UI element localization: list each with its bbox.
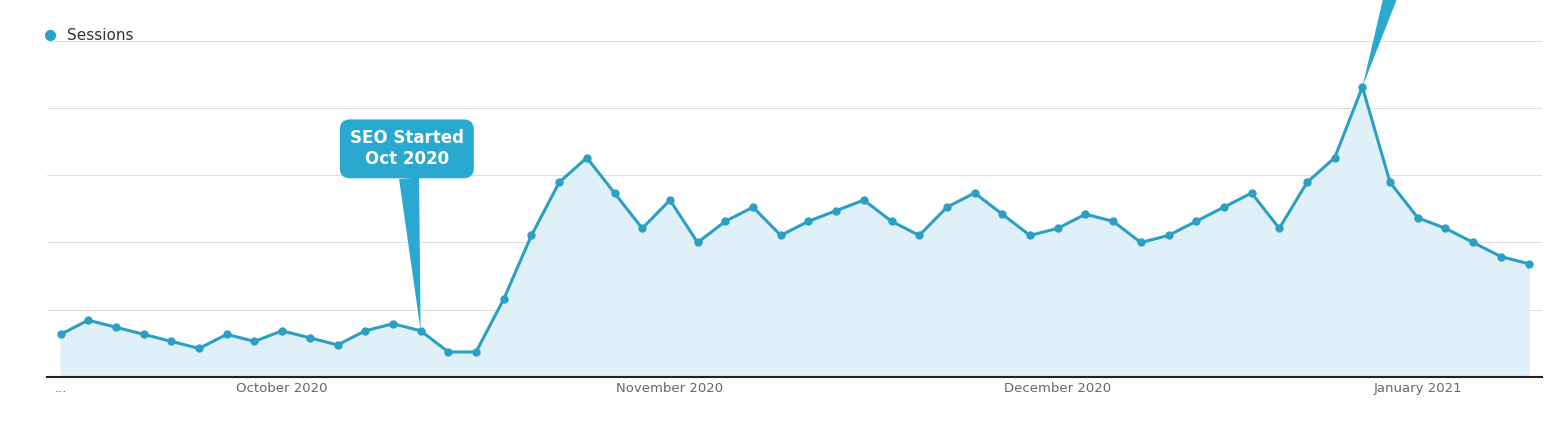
Point bbox=[1156, 232, 1181, 239]
Point bbox=[380, 320, 405, 327]
Point bbox=[326, 342, 351, 349]
Point bbox=[575, 154, 600, 161]
Point bbox=[1377, 179, 1402, 186]
Point bbox=[1488, 253, 1513, 260]
Point bbox=[1323, 154, 1348, 161]
Point bbox=[1295, 179, 1320, 186]
Point bbox=[601, 190, 626, 197]
Point bbox=[879, 218, 904, 225]
Point bbox=[1461, 239, 1486, 246]
Point bbox=[519, 232, 544, 239]
Point bbox=[215, 331, 240, 338]
Point bbox=[963, 190, 988, 197]
Text: SEO Started
Oct 2020: SEO Started Oct 2020 bbox=[351, 129, 464, 331]
Point bbox=[1128, 239, 1153, 246]
Point bbox=[76, 317, 101, 323]
Point bbox=[1267, 225, 1292, 232]
Legend: Sessions: Sessions bbox=[39, 22, 140, 49]
Point bbox=[464, 349, 489, 355]
Point bbox=[436, 349, 461, 355]
Point bbox=[1405, 214, 1430, 221]
Point bbox=[159, 338, 184, 345]
Point bbox=[491, 296, 516, 303]
Point bbox=[1516, 260, 1541, 267]
Point bbox=[270, 327, 294, 334]
Point bbox=[1017, 232, 1042, 239]
Point bbox=[1073, 211, 1098, 218]
Point bbox=[796, 218, 821, 225]
Point bbox=[131, 331, 156, 338]
Point bbox=[408, 327, 433, 334]
Point bbox=[1349, 84, 1374, 90]
Point bbox=[1100, 218, 1125, 225]
Point bbox=[1184, 218, 1209, 225]
Point bbox=[851, 197, 876, 204]
Point bbox=[935, 204, 960, 210]
Point bbox=[187, 345, 212, 352]
Point bbox=[1239, 190, 1264, 197]
Point bbox=[657, 197, 682, 204]
Point bbox=[714, 218, 738, 225]
Point bbox=[629, 225, 654, 232]
Point bbox=[547, 179, 572, 186]
Point bbox=[686, 239, 710, 246]
Text: 4-Month
594% Growth: 4-Month 594% Growth bbox=[1362, 0, 1499, 87]
Point bbox=[989, 211, 1014, 218]
Point bbox=[48, 331, 73, 338]
Point bbox=[824, 207, 849, 214]
Point bbox=[241, 338, 266, 345]
Point bbox=[298, 334, 323, 341]
Point bbox=[1212, 204, 1237, 210]
Point bbox=[1433, 225, 1458, 232]
Point bbox=[352, 327, 377, 334]
Point bbox=[1045, 225, 1070, 232]
Point bbox=[740, 204, 765, 210]
Point bbox=[907, 232, 932, 239]
Point bbox=[768, 232, 793, 239]
Point bbox=[103, 324, 128, 331]
